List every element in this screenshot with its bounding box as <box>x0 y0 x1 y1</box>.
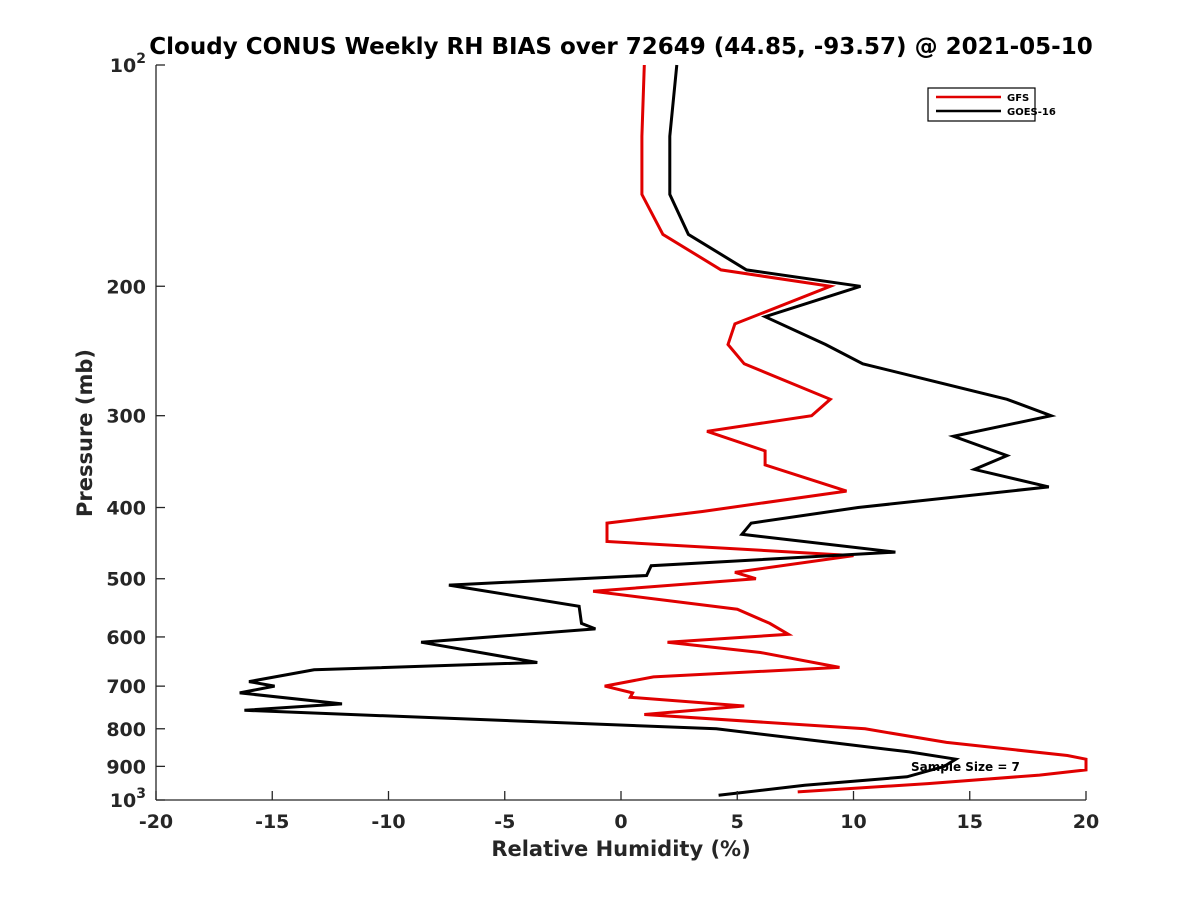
legend-label-gfs: GFS <box>1007 93 1029 104</box>
x-tick-label: 20 <box>1073 811 1099 833</box>
x-tick-label: -20 <box>139 811 173 833</box>
y-tick-label: 200 <box>106 276 146 298</box>
series-layer <box>239 64 1088 797</box>
x-tick-label: 15 <box>957 811 983 833</box>
legend: GFS GOES-16 <box>927 87 1056 122</box>
x-axis-label: Relative Humidity (%) <box>491 837 750 861</box>
y-tick-label: 600 <box>106 627 146 649</box>
x-tick-label: -5 <box>494 811 515 833</box>
y-tick-label: 102 <box>110 51 146 77</box>
x-axis-ticks: -20 -15 -10 -5 0 5 10 15 20 <box>139 791 1099 833</box>
y-tick-label: 900 <box>106 756 146 778</box>
legend-box <box>927 87 1036 122</box>
x-tick-label: -10 <box>371 811 405 833</box>
x-tick-label: -15 <box>255 811 289 833</box>
y-tick-label: 500 <box>106 569 146 591</box>
y-axis-ticks: 102 200 300 400 500 600 700 800 900 103 <box>106 51 165 812</box>
sample-size-annotation: Sample Size = 7 <box>911 760 1020 774</box>
chart-title: Cloudy CONUS Weekly RH BIAS over 72649 (… <box>149 34 1092 60</box>
y-tick-label: 700 <box>106 676 146 698</box>
y-tick-label: 800 <box>106 719 146 741</box>
y-tick-label: 103 <box>110 786 146 812</box>
x-tick-label: 10 <box>840 811 866 833</box>
x-tick-label: 0 <box>614 811 627 833</box>
y-tick-label: 400 <box>106 498 146 520</box>
x-tick-label: 5 <box>731 811 744 833</box>
series-line-goes16 <box>239 64 1057 797</box>
series-line-gfs <box>592 64 1088 794</box>
plot-area <box>156 65 1086 800</box>
y-axis-label: Pressure (mb) <box>73 349 97 517</box>
legend-label-goes16: GOES-16 <box>1007 107 1056 118</box>
y-tick-label: 300 <box>106 406 146 428</box>
